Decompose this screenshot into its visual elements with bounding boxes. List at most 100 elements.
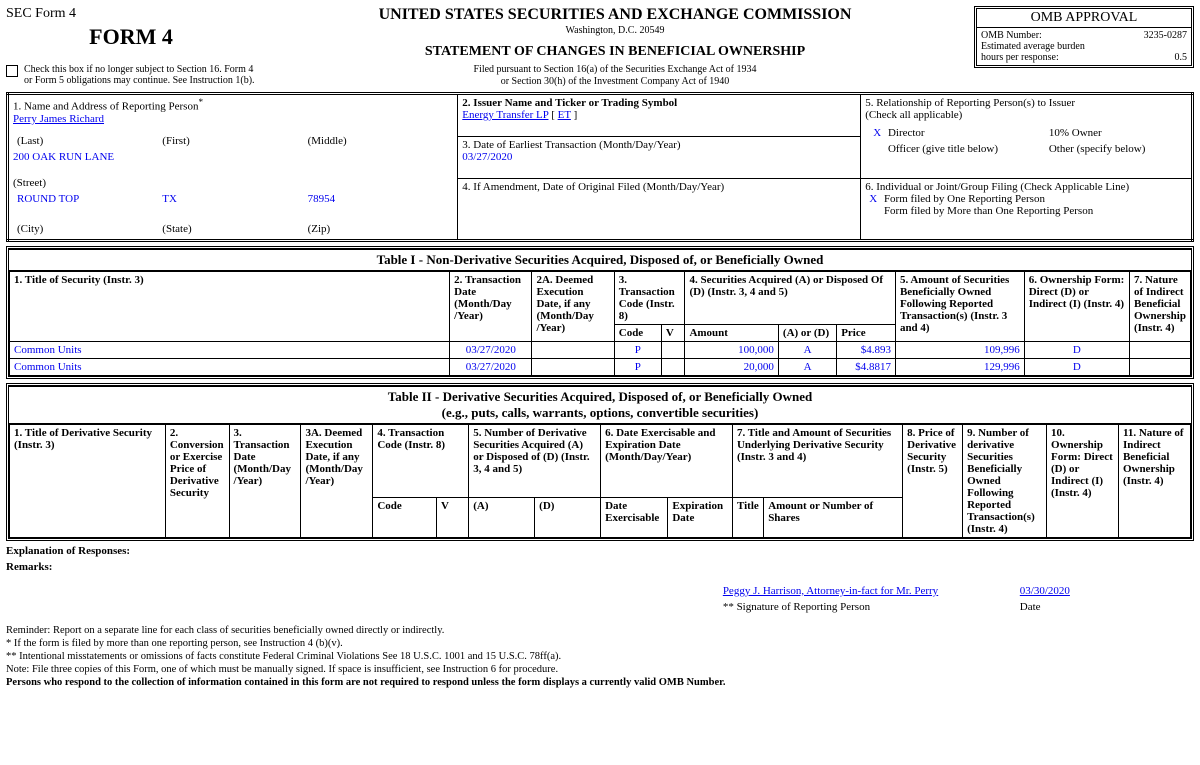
box5-label: 5. Relationship of Reporting Person(s) t…: [865, 97, 1187, 109]
signature-date: 03/30/2020: [1020, 585, 1070, 597]
t2-sub-a: (A): [469, 497, 535, 537]
t2-h5: 5. Number of Derivative Securities Acqui…: [469, 424, 601, 497]
omb-hours-value: 0.5: [1175, 52, 1188, 63]
city-label: (City): [13, 221, 158, 237]
zip-label: (Zip): [304, 221, 454, 237]
filing-multi-check: [865, 205, 881, 217]
box1-label: 1. Name and Address of Reporting Person*: [13, 97, 453, 113]
director-check: X: [869, 127, 885, 139]
table2-wrap: Table II - Derivative Securities Acquire…: [6, 383, 1194, 541]
box3-label: 3. Date of Earliest Transaction (Month/D…: [462, 139, 856, 151]
t2-sub-exp: Expiration Date: [668, 497, 733, 537]
t1-h2: 2. Transaction Date (Month/Day /Year): [450, 271, 532, 341]
t2-h1: 1. Title of Derivative Security (Instr. …: [10, 424, 166, 537]
table2: 1. Title of Derivative Security (Instr. …: [9, 424, 1191, 538]
last-label: (Last): [13, 133, 158, 149]
t1r1-ad: A: [778, 358, 836, 375]
t1r1-title: Common Units: [10, 358, 450, 375]
section16-checkbox-label: Check this box if no longer subject to S…: [24, 64, 256, 86]
note2: * If the form is filed by more than one …: [6, 638, 1194, 649]
t1-sub-amt: Amount: [685, 324, 778, 341]
filing-multi-label: Form filed by More than One Reporting Pe…: [884, 205, 1093, 217]
agency-name: UNITED STATES SECURITIES AND EXCHANGE CO…: [256, 6, 974, 24]
header-row: SEC Form 4 FORM 4 Check this box if no l…: [6, 6, 1194, 88]
explanation-label: Explanation of Responses:: [6, 545, 130, 557]
omb-number-label: OMB Number:: [981, 30, 1042, 41]
state-label: (State): [158, 221, 303, 237]
t1r0-form: D: [1024, 341, 1129, 358]
t1r1-price: $4.8817: [837, 358, 896, 375]
t2-h6: 6. Date Exercisable and Expiration Date …: [601, 424, 733, 497]
t2-sub-title: Title: [732, 497, 763, 537]
zip-value: 78954: [304, 191, 454, 207]
header-left: SEC Form 4 FORM 4 Check this box if no l…: [6, 6, 256, 86]
t1r0-price: $4.893: [837, 341, 896, 358]
header-center: UNITED STATES SECURITIES AND EXCHANGE CO…: [256, 6, 974, 88]
t1-h6: 6. Ownership Form: Direct (D) or Indirec…: [1024, 271, 1129, 341]
box4-label: 4. If Amendment, Date of Original Filed …: [462, 181, 856, 193]
t2-sub-shares: Amount or Number of Shares: [764, 497, 903, 537]
agency-sub: Washington, D.C. 20549: [256, 25, 974, 36]
box3-value: 03/27/2020: [462, 151, 856, 163]
t1-h5: 5. Amount of Securities Beneficially Own…: [895, 271, 1024, 341]
t1r1-date: 03/27/2020: [450, 358, 532, 375]
box6-label: 6. Individual or Joint/Group Filing (Che…: [865, 181, 1187, 193]
signature-block: Peggy J. Harrison, Attorney-in-fact for …: [6, 583, 1194, 615]
t2-h4: 4. Transaction Code (Instr. 8): [373, 424, 469, 497]
t1-sub-v: V: [661, 324, 685, 341]
note4: Note: File three copies of this Form, on…: [6, 664, 1194, 675]
signature-label: ** Signature of Reporting Person: [719, 599, 980, 615]
signature-link[interactable]: Peggy J. Harrison, Attorney-in-fact for …: [723, 585, 938, 597]
t2-h11: 11. Nature of Indirect Beneficial Owners…: [1118, 424, 1190, 537]
officer-label: Officer (give title below): [888, 143, 998, 155]
reporting-person-link[interactable]: Perry James Richard: [13, 113, 104, 125]
table-row: Common Units 03/27/2020 P 100,000 A $4.8…: [10, 341, 1191, 358]
remarks-label: Remarks:: [6, 561, 52, 573]
table1-title: Table I - Non-Derivative Securities Acqu…: [9, 249, 1191, 271]
t1r1-form: D: [1024, 358, 1129, 375]
table2-title: Table II - Derivative Securities Acquire…: [9, 386, 1191, 424]
table1: 1. Title of Security (Instr. 3) 2. Trans…: [9, 271, 1191, 376]
city-value: ROUND TOP: [13, 191, 158, 207]
box2-label: 2. Issuer Name and Ticker or Trading Sym…: [462, 97, 856, 109]
t1r0-date: 03/27/2020: [450, 341, 532, 358]
omb-burden-label: Estimated average burden: [981, 41, 1187, 52]
t1r1-code: P: [614, 358, 661, 375]
t1-h4: 4. Securities Acquired (A) or Disposed O…: [685, 271, 895, 324]
t1-h3: 3. Transaction Code (Instr. 8): [614, 271, 685, 324]
filing-one-label: Form filed by One Reporting Person: [884, 193, 1045, 205]
t1r0-amount: 100,000: [685, 341, 778, 358]
omb-title: OMB APPROVAL: [977, 9, 1191, 28]
t2-h2: 2. Conversion or Exercise Price of Deriv…: [165, 424, 229, 537]
t2-h9: 9. Number of derivative Securities Benef…: [963, 424, 1047, 537]
form4-title: FORM 4: [6, 24, 256, 50]
street-value: 200 OAK RUN LANE: [13, 151, 453, 163]
filed-line2: or Section 30(h) of the Investment Compa…: [256, 76, 974, 87]
table1-wrap: Table I - Non-Derivative Securities Acqu…: [6, 246, 1194, 379]
info-table: 1. Name and Address of Reporting Person*…: [6, 92, 1194, 242]
t1r0-code: P: [614, 341, 661, 358]
middle-label: (Middle): [304, 133, 454, 149]
t1r0-owned: 109,996: [895, 341, 1024, 358]
t1-h7: 7. Nature of Indirect Beneficial Ownersh…: [1129, 271, 1190, 341]
t1-h2a: 2A. Deemed Execution Date, if any (Month…: [532, 271, 614, 341]
date-label: Date: [1016, 599, 1194, 615]
filed-line1: Filed pursuant to Section 16(a) of the S…: [256, 64, 974, 75]
t2-sub-dex: Date Exercisable: [601, 497, 668, 537]
t1-sub-code: Code: [614, 324, 661, 341]
t2-h10: 10. Ownership Form: Direct (D) or Indire…: [1047, 424, 1119, 537]
t1-sub-ad: (A) or (D): [778, 324, 836, 341]
other-check: [1030, 143, 1046, 155]
section16-checkbox[interactable]: [6, 65, 18, 77]
omb-hours-label: hours per response:: [981, 52, 1059, 63]
ticker-link[interactable]: ET: [558, 109, 571, 121]
omb-box: OMB APPROVAL OMB Number: 3235-0287 Estim…: [974, 6, 1194, 68]
omb-number-value: 3235-0287: [1144, 30, 1187, 41]
t2-sub-v: V: [437, 497, 469, 537]
director-label: Director: [888, 127, 925, 139]
issuer-link[interactable]: Energy Transfer LP: [462, 109, 548, 121]
ticker-wrap: [ ET ]: [551, 109, 577, 121]
officer-check: [869, 143, 885, 155]
t2-h8: 8. Price of Derivative Security (Instr. …: [903, 424, 963, 537]
t1-sub-price: Price: [837, 324, 896, 341]
